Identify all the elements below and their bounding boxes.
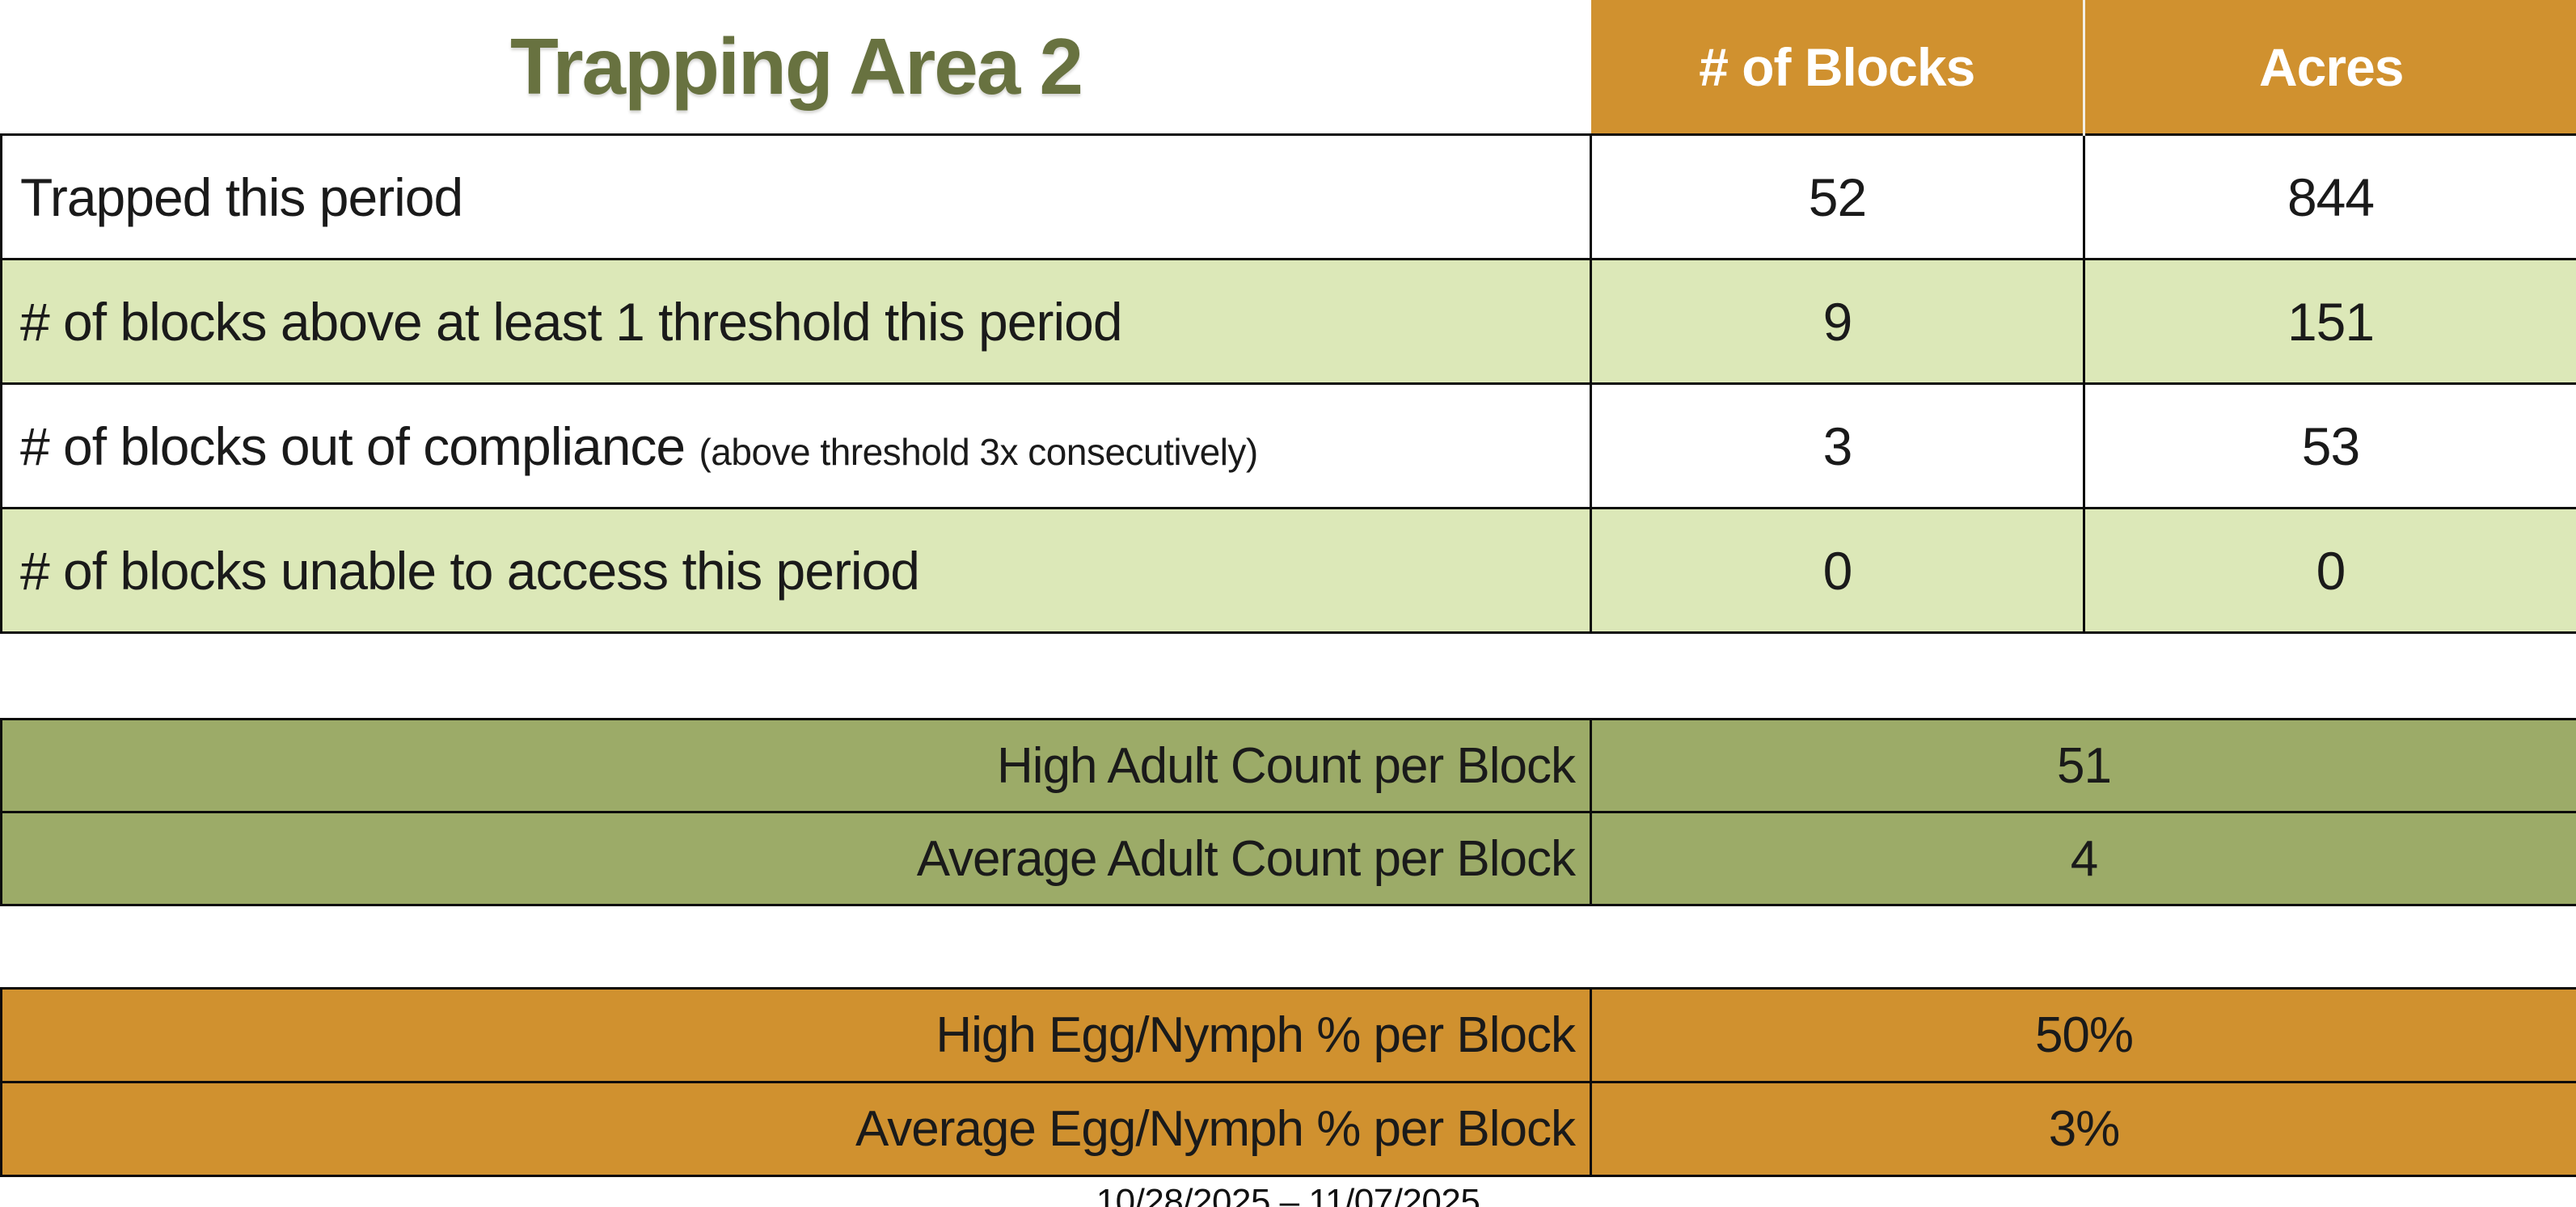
table-row: High Adult Count per Block 51 — [0, 718, 2576, 813]
page-title: Trapping Area 2 — [509, 22, 1083, 111]
row-label-text: # of blocks out of compliance — [20, 416, 686, 476]
row-label: # of blocks above at least 1 threshold t… — [0, 258, 1592, 385]
blocks-value: 3 — [1590, 382, 2085, 509]
row-label-note: (above threshold 3x consecutively) — [699, 430, 1258, 473]
table-row: # of blocks unable to access this period… — [0, 507, 2576, 634]
row-value: 51 — [1590, 718, 2576, 813]
table-row: Average Adult Count per Block 4 — [0, 811, 2576, 906]
row-label: Trapped this period — [0, 133, 1592, 260]
table-row: # of blocks out of compliance (above thr… — [0, 382, 2576, 509]
row-label-text: # of blocks unable to access this period — [20, 540, 920, 601]
row-label: # of blocks out of compliance (above thr… — [0, 382, 1592, 509]
acres-value: 844 — [2083, 133, 2576, 260]
row-value: 50% — [1590, 987, 2576, 1083]
table-row: Trapped this period 52 844 — [0, 133, 2576, 260]
table-row: # of blocks above at least 1 threshold t… — [0, 258, 2576, 385]
column-header-acres: Acres — [2083, 0, 2576, 135]
row-value: 3% — [1590, 1081, 2576, 1177]
row-label: High Egg/Nymph % per Block — [0, 987, 1592, 1083]
row-label: Average Egg/Nymph % per Block — [0, 1081, 1592, 1177]
summary-table: Trapping Area 2 # of Blocks Acres Trappe… — [0, 0, 2576, 634]
row-label: Average Adult Count per Block — [0, 811, 1592, 906]
row-label: High Adult Count per Block — [0, 718, 1592, 813]
acres-value: 53 — [2083, 382, 2576, 509]
row-label-text: # of blocks above at least 1 threshold t… — [20, 291, 1123, 352]
row-label-text: Trapped this period — [20, 167, 463, 227]
table-row: Average Egg/Nymph % per Block 3% — [0, 1081, 2576, 1177]
egg-nymph-table: High Egg/Nymph % per Block 50% Average E… — [0, 987, 2576, 1177]
column-header-blocks: # of Blocks — [1590, 0, 2084, 135]
row-value: 4 — [1590, 811, 2576, 906]
title-cell: Trapping Area 2 — [1, 0, 1591, 135]
acres-value: 151 — [2083, 258, 2576, 385]
adult-count-table: High Adult Count per Block 51 Average Ad… — [0, 718, 2576, 906]
blocks-value: 52 — [1590, 133, 2085, 260]
summary-header-row: Trapping Area 2 # of Blocks Acres — [1, 0, 2576, 135]
table-row: High Egg/Nymph % per Block 50% — [0, 987, 2576, 1083]
date-range: 10/28/2025 – 11/07/2025 — [1096, 1182, 1480, 1207]
row-label: # of blocks unable to access this period — [0, 507, 1592, 634]
acres-value: 0 — [2083, 507, 2576, 634]
blocks-value: 9 — [1590, 258, 2085, 385]
blocks-value: 0 — [1590, 507, 2085, 634]
